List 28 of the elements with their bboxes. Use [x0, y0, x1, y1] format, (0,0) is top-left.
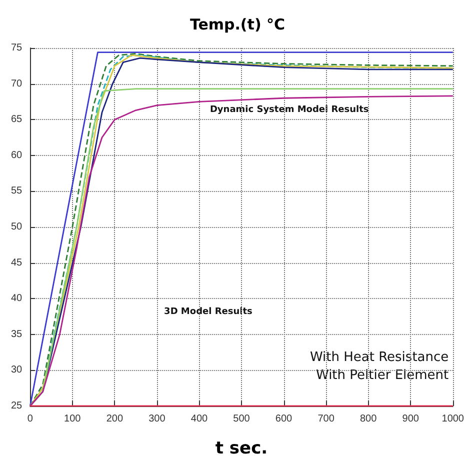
y-tick-label: 25	[11, 400, 23, 412]
annotation: 3D Model Results	[164, 307, 252, 318]
y-tick-label: 45	[11, 257, 23, 268]
x-tick-label: 0	[27, 414, 34, 424]
y-tick-label: 35	[11, 328, 23, 340]
x-tick-label: 500	[233, 414, 250, 424]
y-tick-label: 50	[11, 222, 23, 232]
x-tick-label: 200	[106, 414, 124, 424]
y-tick-label: 60	[11, 150, 23, 161]
annotation: With Heat Resistance	[310, 350, 449, 365]
y-tick-label: 70	[11, 78, 23, 90]
y-tick-label: 75	[11, 42, 23, 54]
x-tick-label: 700	[318, 414, 335, 424]
y-tick-label: 65	[11, 114, 23, 126]
x-tick-label: 800	[360, 414, 378, 424]
x-tick-label: 600	[275, 414, 293, 424]
chart-title: Temp.(t) °C	[190, 16, 286, 34]
x-tick-label: 900	[402, 414, 420, 424]
x-tick-label: 1000	[442, 414, 464, 424]
annotation: With Peltier Element	[316, 368, 449, 383]
x-tick-label: 400	[190, 414, 208, 424]
x-tick-label: 300	[148, 414, 166, 424]
y-tick-label: 30	[11, 364, 23, 376]
x-axis-title: t sec.	[215, 438, 268, 458]
y-tick-label: 55	[11, 186, 23, 197]
y-tick-label: 40	[11, 293, 23, 304]
annotation: Dynamic System Model Results	[210, 105, 369, 116]
x-tick-label: 100	[64, 414, 82, 424]
